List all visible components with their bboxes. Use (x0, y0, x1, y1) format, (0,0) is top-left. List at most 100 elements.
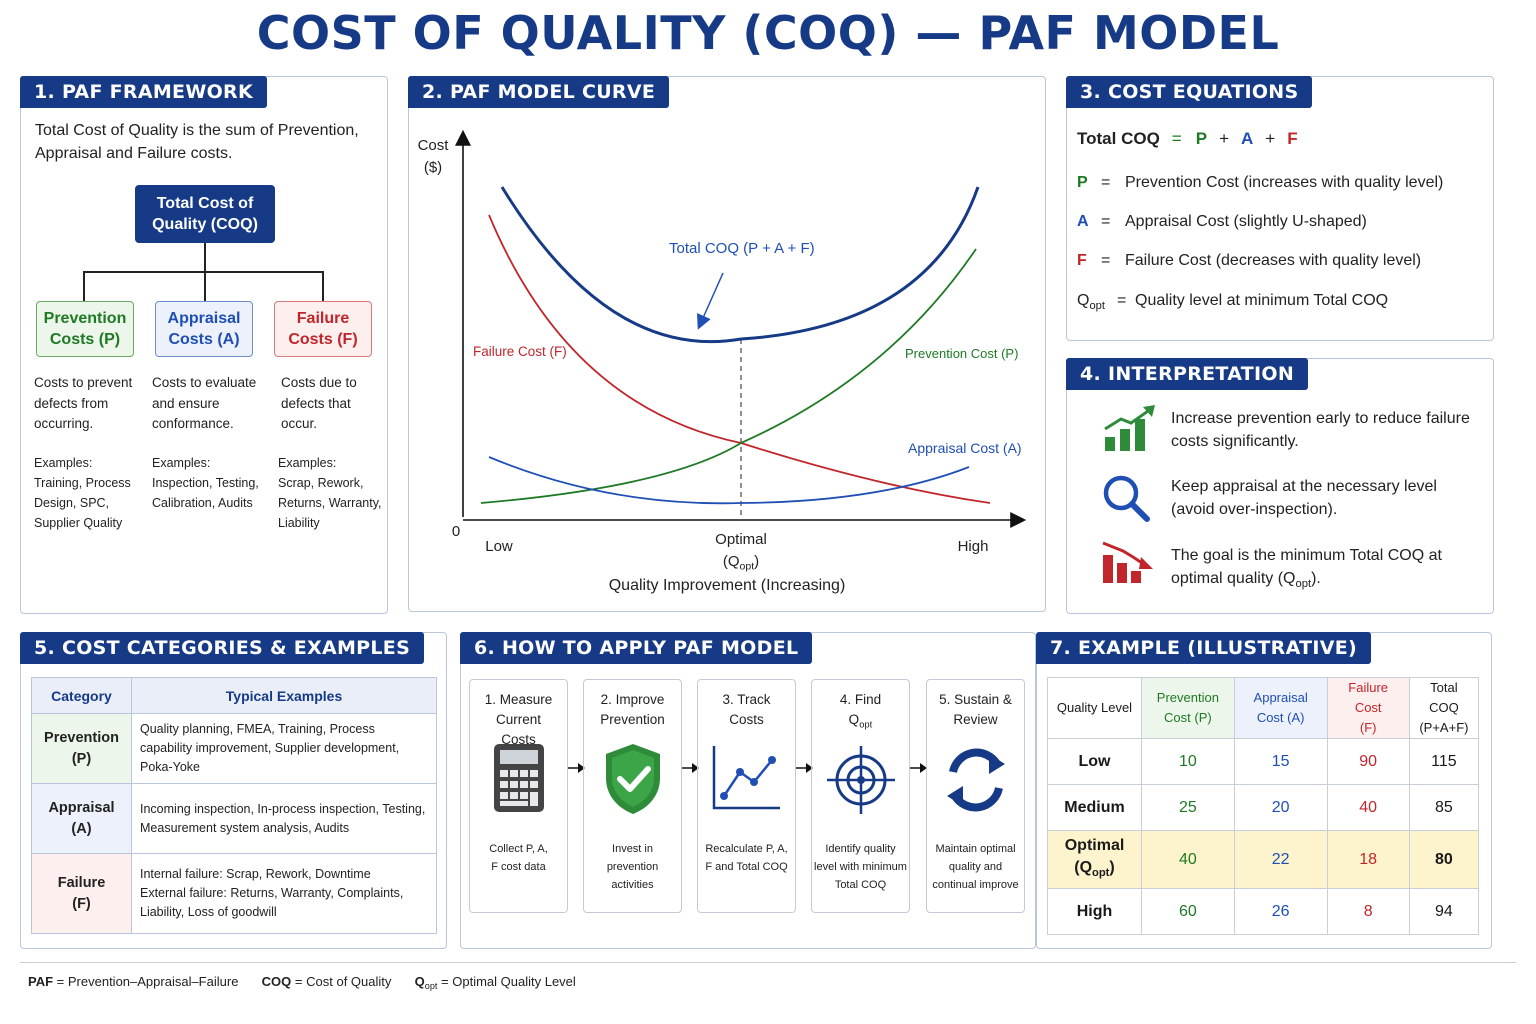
total-coq-label: Total COQ (P + A + F) (669, 240, 815, 257)
step-description: Collect P, A, F cost data (489, 843, 548, 873)
column-header: Category (31, 677, 132, 714)
step-title: 3. Track Costs (722, 692, 771, 727)
arrow-right-icon (682, 763, 699, 773)
categories-table: Category Typical Examples Prevention (P) … (31, 677, 437, 934)
total-coq-box: Total Cost of Quality (COQ) (135, 185, 275, 243)
category-name: Failure (57, 874, 106, 891)
column-header: Prevention Cost (P) (1141, 677, 1235, 739)
prevention-cost-label: Prevention Cost (P) (905, 346, 1018, 361)
tree-connector (204, 271, 206, 301)
prevention-cell: 40 (1141, 830, 1235, 889)
tree-connector (83, 271, 323, 273)
failure-costs-box: Failure Costs (F) (274, 301, 372, 357)
cycle-icon (947, 748, 1005, 812)
total-coq-term: Total COQ (1077, 129, 1160, 148)
examples-text: Scrap, Rework, Returns, Warranty, Liabil… (278, 476, 382, 530)
level-cell: Optimal (Qopt) (1047, 830, 1142, 889)
appraisal-costs-box: Appraisal Costs (A) (155, 301, 253, 357)
interpretation-item-1: Increase prevention early to reduce fail… (1171, 410, 1470, 450)
failure-examples: Examples: Scrap, Rework, Returns, Warran… (278, 453, 388, 533)
arrow-right-icon (568, 763, 585, 773)
level-cell: Medium (1047, 784, 1142, 831)
column-header: Quality Level (1047, 677, 1142, 739)
table-row: Prevention (P) Quality planning, FMEA, Tr… (31, 713, 437, 784)
appraisal-examples: Examples: Inspection, Testing, Calibrati… (152, 453, 272, 513)
paf-curve-chart: Total COQ (P + A + F) Failure Cost (F) P… (455, 129, 1027, 528)
tree-connector (204, 243, 206, 271)
step-title: 2. Improve Prevention (600, 692, 665, 727)
p-symbol: P (1077, 174, 1088, 191)
tree-connector (83, 271, 85, 301)
framework-intro: Total Cost of Quality is the sum of Prev… (35, 122, 359, 162)
appraisal-desc: Costs to evaluate and ensure conformance… (152, 375, 257, 431)
prevention-cell: 10 (1141, 738, 1235, 785)
panel-heading: 1. PAF FRAMEWORK (20, 76, 267, 108)
category-code: (F) (72, 895, 91, 912)
total-cell: 115 (1408, 738, 1480, 785)
appraisal-cost-label: Appraisal Cost (A) (908, 440, 1022, 456)
failure-cell: 40 (1326, 784, 1410, 831)
x-tick-optimal: Optimal (Qopt) (701, 529, 781, 578)
q-subscript: opt (1089, 299, 1106, 312)
step-title-line: Qopt (812, 710, 909, 735)
appraisal-cell: 20 (1233, 784, 1328, 831)
prevention-cost-curve (480, 248, 977, 504)
optimal-label: Optimal (715, 531, 767, 548)
q-subscript: opt (859, 719, 873, 731)
prevention-desc: Costs to prevent defects from occurring. (34, 375, 133, 431)
level-cell: Low (1047, 738, 1142, 785)
x-tick-high: High (957, 538, 989, 555)
page-title: COST OF QUALITY (COQ) — PAF MODEL (256, 6, 1280, 60)
panel-heading: 3. COST EQUATIONS (1066, 76, 1313, 108)
failure-desc: Costs due to defects that occur. (281, 375, 357, 431)
column-header: Appraisal Cost (A) (1233, 677, 1328, 739)
step-title: 5. Sustain & Review (939, 692, 1012, 727)
category-cell: Failure (F) (31, 853, 132, 934)
level-subscript: opt (1092, 866, 1110, 879)
step-card: 3. Track Costs Recalculate P, A, F and T… (697, 679, 796, 913)
examples-text: Inspection, Testing, Calibration, Audits (152, 476, 259, 510)
interpretation-item-3: The goal is the minimum Total COQ at opt… (1171, 547, 1442, 590)
step-title: 1. Measure Current Costs (484, 692, 553, 747)
table-row: Failure (F) Internal failure: Scrap, Rewo… (31, 853, 437, 934)
shield-check-icon (606, 744, 660, 814)
footer-legend: PAF = Prevention–Appraisal–Failure COQ =… (28, 974, 576, 991)
equals-sign: = (1101, 252, 1111, 269)
paf-curve-panel: 2. PAF MODEL CURVE Total COQ (P + A + F)… (408, 76, 1046, 612)
interpretation-tail: ). (1311, 570, 1321, 587)
external-failure-examples: External failure: Returns, Warranty, Com… (140, 886, 404, 919)
interpretation-text: The goal is the minimum Total COQ at opt… (1171, 547, 1442, 587)
examples-label: Examples: (278, 456, 337, 470)
panel-heading: 2. PAF MODEL CURVE (408, 76, 670, 108)
qopt-description: Quality level at minimum Total COQ (1135, 292, 1389, 309)
equals-sign: = (1171, 129, 1182, 148)
table-header-row: Quality Level Prevention Cost (P) Apprai… (1047, 677, 1480, 739)
arrow-right-icon (796, 763, 813, 773)
target-icon (827, 746, 895, 814)
examples-label: Examples: (152, 456, 211, 470)
apply-paf-panel: 6. HOW TO APPLY PAF MODEL 1. Measure Cur… (460, 632, 1036, 949)
plus-sign: + (1265, 129, 1276, 148)
step-card: 2. Improve Prevention Invest in preventi… (583, 679, 682, 913)
category-code: (P) (71, 750, 92, 767)
examples-label: Examples: (34, 456, 93, 470)
f-description: Failure Cost (decreases with quality lev… (1125, 252, 1422, 269)
prevention-cell: 25 (1141, 784, 1235, 831)
f-term: F (1287, 129, 1298, 148)
qopt-abbr: Q (414, 974, 425, 989)
step-description: Identify quality level with minimum Tota… (814, 843, 907, 891)
example-panel: 7. EXAMPLE (ILLUSTRATIVE) Quality Level … (1036, 632, 1492, 949)
category-code: (A) (71, 820, 92, 837)
category-name: Prevention (44, 729, 119, 746)
step-description: Maintain optimal quality and continual i… (932, 843, 1019, 891)
panel-heading: 6. HOW TO APPLY PAF MODEL (460, 632, 813, 664)
panel-heading: 5. COST CATEGORIES & EXAMPLES (20, 632, 425, 664)
a-term: A (1241, 129, 1254, 148)
failure-cost-label: Failure Cost (F) (473, 344, 567, 359)
origin-label: 0 (451, 523, 461, 540)
f-symbol: F (1077, 252, 1087, 269)
cost-equations-panel: 3. COST EQUATIONS Total COQ = P + A + F … (1066, 76, 1494, 341)
q-letter: Q (848, 712, 860, 727)
arrow-right-icon (910, 763, 927, 773)
step-title-line: 4. Find (839, 692, 882, 707)
